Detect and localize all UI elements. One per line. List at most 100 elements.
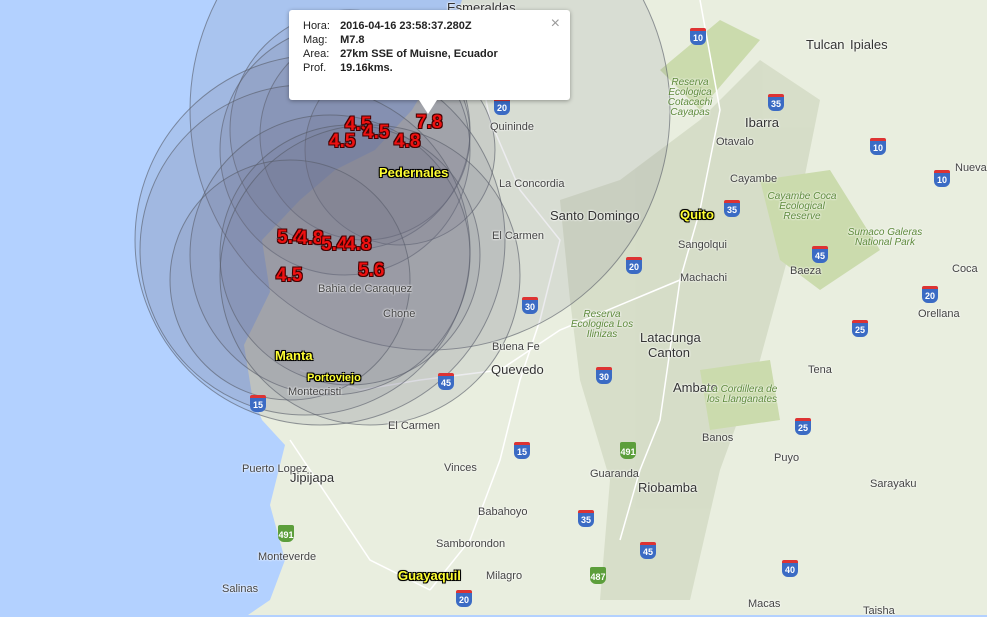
- earthquake-magnitude-marker[interactable]: 4.5: [345, 114, 372, 135]
- highway-shield: 10: [870, 138, 886, 155]
- city-label: El Carmen: [492, 230, 544, 242]
- city-label: Canton: [648, 345, 690, 360]
- city-label: El Carmen: [388, 420, 440, 432]
- earthquake-magnitude-marker[interactable]: 4.5: [276, 265, 303, 286]
- popup-row-mag: Mag: M7.8: [303, 34, 365, 46]
- highway-shield: 15: [514, 442, 530, 459]
- mountains: [560, 20, 880, 600]
- city-label: Tena: [808, 364, 832, 376]
- highway-shield: 35: [578, 510, 594, 527]
- city-label: Macas: [748, 598, 781, 610]
- city-label: Coca: [952, 263, 978, 275]
- city-label: Milagro: [486, 570, 523, 582]
- highway-shield: 25: [795, 418, 811, 435]
- city-label: Sarayaku: [870, 478, 917, 490]
- park-label: Sumaco Galeras National Park: [847, 227, 923, 248]
- city-label: Quevedo: [491, 362, 544, 377]
- highlighted-city-label: Manta: [275, 348, 313, 363]
- earthquake-magnitude-marker[interactable]: 5.6: [358, 260, 385, 281]
- earthquake-magnitude-marker[interactable]: 4.8: [345, 234, 372, 255]
- city-label: Taisha: [863, 605, 895, 617]
- highway-shield: 25: [852, 320, 868, 337]
- city-label: Salinas: [222, 583, 259, 595]
- earthquake-radius-circles: [134, 0, 671, 426]
- highway-shield: 30: [596, 367, 612, 384]
- highlighted-city-label: Portoviejo: [307, 372, 361, 384]
- city-label: Orellana: [918, 308, 960, 320]
- park-label: Cayambe Coca Ecological Reserve: [767, 191, 837, 222]
- earthquake-magnitude-marker[interactable]: 4.8: [297, 228, 324, 249]
- area-label: Area:: [303, 48, 330, 60]
- highway-shield: 20: [456, 590, 472, 607]
- highway-shield: 30: [522, 297, 538, 314]
- earthquake-magnitude-marker[interactable]: 5.4: [277, 227, 304, 248]
- quake-radius-circle[interactable]: [189, 114, 471, 396]
- highway-shield: 20: [922, 286, 938, 303]
- city-label: Santo Domingo: [550, 208, 640, 223]
- highway-shield: 45: [640, 542, 656, 559]
- city-label: Babahoyo: [478, 506, 528, 518]
- city-label: Riobamba: [638, 480, 698, 495]
- earthquake-info-popup: Hora: 2016-04-16 23:58:37.280Z Mag: M7.8…: [289, 10, 570, 114]
- highway-shield: 20: [494, 98, 510, 115]
- highway-shield: 45: [438, 373, 454, 390]
- earthquake-magnitude-marker[interactable]: 4.5: [329, 131, 356, 152]
- popup-row-hora: Hora: 2016-04-16 23:58:37.280Z: [303, 20, 472, 32]
- city-label: Montecristi: [288, 386, 342, 398]
- prof-value: 19.16kms.: [340, 62, 393, 74]
- city-label: Baeza: [790, 265, 822, 277]
- city-label: Guaranda: [590, 468, 639, 480]
- city-label: Otavalo: [716, 136, 754, 148]
- highway-shield: 40: [782, 560, 798, 577]
- city-label: Ibarra: [745, 115, 779, 130]
- highway-shield: 10: [690, 28, 706, 45]
- highway-shield: 15: [250, 395, 266, 412]
- highway-shield: 35: [724, 200, 740, 217]
- park-label: Reserva Ecologica Cotacachi Cayapas: [667, 77, 713, 118]
- city-label: Ambato: [673, 380, 718, 395]
- city-label: Machachi: [680, 272, 728, 284]
- city-label: Vinces: [444, 462, 477, 474]
- prof-label: Prof.: [303, 62, 327, 74]
- area-value: 27km SSE of Muisne, Ecuador: [340, 48, 498, 60]
- city-label: Bahia de Caraquez: [318, 283, 413, 295]
- earthquake-magnitude-marker[interactable]: 7.8: [416, 112, 443, 133]
- city-label: La Concordia: [499, 178, 565, 190]
- park-label: La Cordillera de los Llanganates: [706, 384, 778, 405]
- city-label: Nueva: [955, 162, 987, 174]
- highway-shield: 491: [278, 525, 294, 542]
- city-label: Monteverde: [258, 551, 317, 563]
- city-label: Latacunga: [640, 330, 701, 345]
- city-label: Banos: [702, 432, 734, 444]
- highway-shield: 35: [768, 94, 784, 111]
- quake-radius-circle[interactable]: [219, 124, 521, 426]
- hora-value: 2016-04-16 23:58:37.280Z: [340, 20, 472, 32]
- city-label: Sangolqui: [678, 239, 727, 251]
- highway-shield: 10: [934, 170, 950, 187]
- close-icon[interactable]: ×: [550, 15, 560, 32]
- highway-shield: 45: [812, 246, 828, 263]
- highway-shield: 20: [626, 257, 642, 274]
- quake-radius-circle[interactable]: [219, 124, 481, 386]
- earthquake-magnitude-marker[interactable]: 5.4: [321, 234, 348, 255]
- highlighted-city-label: Quito: [680, 207, 714, 222]
- mag-label: Mag:: [303, 34, 328, 46]
- city-label: Puyo: [774, 452, 800, 464]
- city-label: Chone: [383, 308, 416, 320]
- earthquake-magnitude-marker[interactable]: 4.5: [363, 122, 390, 143]
- city-label: Tulcan: [806, 37, 845, 52]
- highway-shield: 491: [620, 442, 636, 459]
- city-label: Samborondon: [436, 538, 506, 550]
- mag-value: M7.8: [340, 34, 365, 46]
- hora-label: Hora:: [303, 20, 330, 32]
- highway-shield: 487: [590, 567, 606, 584]
- park-label: Reserva Ecologica Los Ilinizas: [570, 309, 634, 340]
- earthquake-magnitude-marker[interactable]: 4.8: [394, 131, 421, 152]
- roads: [289, 0, 721, 591]
- popup-row-area: Area: 27km SSE of Muisne, Ecuador: [303, 48, 498, 60]
- city-label: Quininde: [490, 121, 535, 133]
- highlighted-city-label: Pedernales: [379, 165, 449, 180]
- highlighted-city-label: Guayaquil: [398, 568, 461, 583]
- city-label: Buena Fe: [492, 341, 540, 353]
